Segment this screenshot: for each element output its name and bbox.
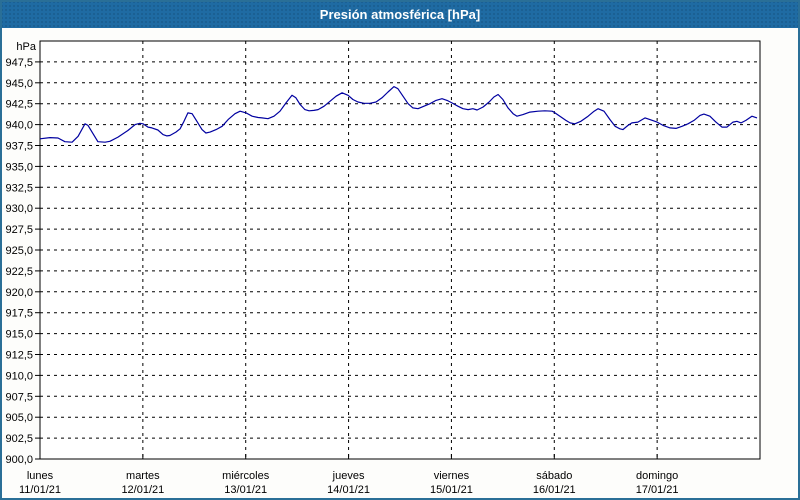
x-date-label: 14/01/21 bbox=[327, 484, 370, 496]
x-date-label: 11/01/21 bbox=[19, 484, 61, 496]
y-tick-label: 917,5 bbox=[5, 308, 33, 320]
y-tick-label: 945,0 bbox=[5, 78, 33, 90]
x-day-label: viernes bbox=[434, 470, 470, 482]
y-axis-unit-label: hPa bbox=[16, 41, 36, 53]
x-day-label: jueves bbox=[332, 470, 365, 482]
x-day-label: domingo bbox=[636, 470, 678, 482]
y-tick-label: 947,5 bbox=[5, 57, 33, 69]
x-date-label: 16/01/21 bbox=[533, 484, 576, 496]
y-tick-label: 925,0 bbox=[5, 245, 33, 257]
x-date-label: 15/01/21 bbox=[430, 484, 473, 496]
y-tick-label: 932,5 bbox=[5, 182, 33, 194]
x-date-label: 12/01/21 bbox=[121, 484, 164, 496]
y-tick-label: 930,0 bbox=[5, 203, 33, 215]
chart-title: Presión atmosférica [hPa] bbox=[319, 6, 481, 22]
y-tick-label: 942,5 bbox=[5, 99, 33, 111]
y-tick-label: 900,0 bbox=[5, 454, 33, 466]
x-day-label: lunes bbox=[27, 470, 54, 482]
y-tick-label: 940,0 bbox=[5, 120, 33, 132]
y-tick-label: 912,5 bbox=[5, 350, 33, 362]
x-day-label: martes bbox=[126, 470, 160, 482]
y-tick-label: 902,5 bbox=[5, 433, 33, 445]
y-tick-label: 927,5 bbox=[5, 224, 33, 236]
y-tick-label: 920,0 bbox=[5, 287, 33, 299]
y-tick-label: 915,0 bbox=[5, 329, 33, 341]
y-tick-label: 907,5 bbox=[5, 391, 33, 403]
plot-border bbox=[39, 40, 761, 460]
y-tick-label: 910,0 bbox=[5, 370, 33, 382]
y-tick-label: 935,0 bbox=[5, 161, 33, 173]
x-day-label: sábado bbox=[536, 470, 572, 482]
y-tick-label: 905,0 bbox=[5, 412, 33, 424]
x-day-label: miércoles bbox=[222, 470, 270, 482]
x-date-label: 17/01/21 bbox=[636, 484, 679, 496]
x-date-label: 13/01/21 bbox=[224, 484, 267, 496]
y-tick-label: 937,5 bbox=[5, 141, 33, 153]
pressure-series-line bbox=[39, 85, 758, 143]
y-tick-label: 922,5 bbox=[5, 266, 33, 278]
title-bar: Presión atmosférica [hPa] bbox=[2, 2, 798, 28]
